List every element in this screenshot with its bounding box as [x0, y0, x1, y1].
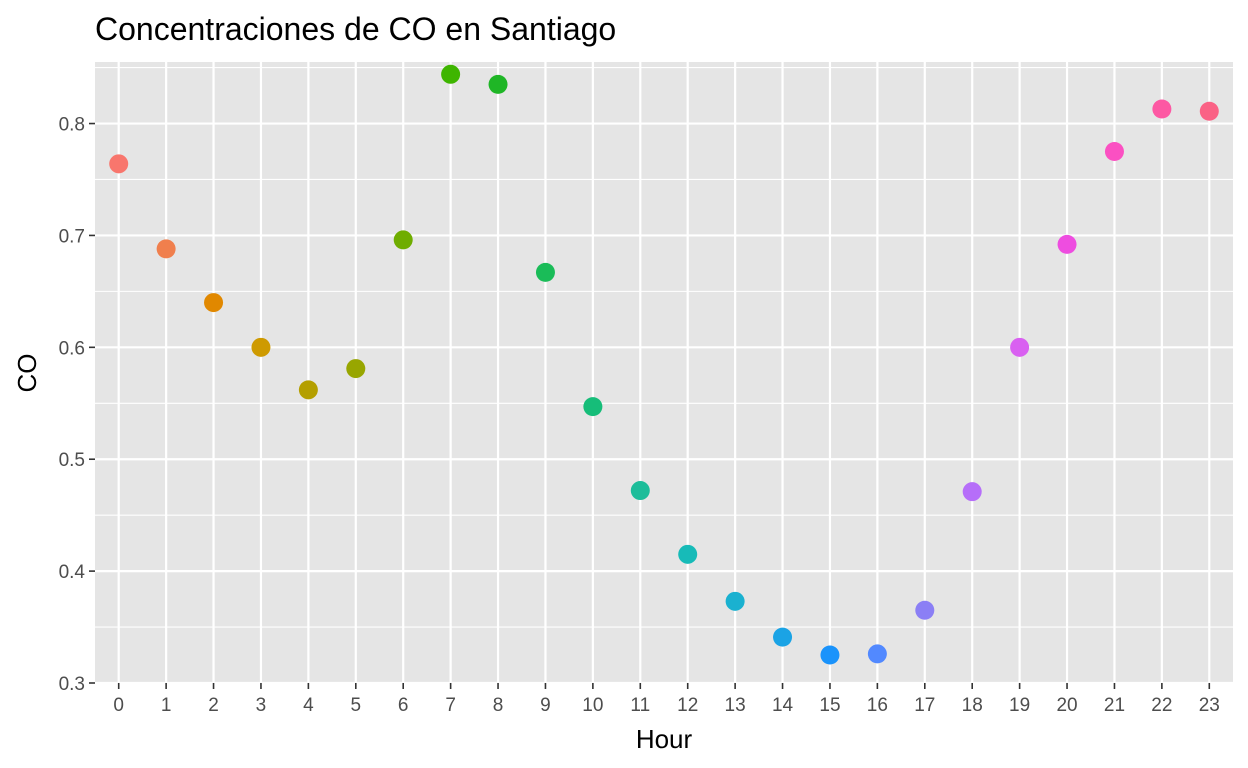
data-point — [725, 591, 745, 611]
y-tick-label: 0.7 — [59, 226, 85, 247]
minor-gridlines — [95, 67, 1233, 628]
x-tick-label: 6 — [398, 695, 409, 716]
y-tick-label: 0.4 — [59, 562, 86, 583]
data-point — [1104, 142, 1124, 162]
data-point — [678, 544, 698, 564]
x-tick-label: 20 — [1056, 695, 1077, 716]
x-tick-label: 9 — [540, 695, 551, 716]
data-point — [156, 239, 176, 259]
x-tick-label: 11 — [630, 695, 650, 716]
data-point — [915, 600, 935, 620]
x-tick-label: 13 — [725, 695, 746, 716]
x-tick-label: 17 — [914, 695, 935, 716]
data-point — [251, 337, 271, 357]
data-point — [298, 380, 318, 400]
x-tick-label: 0 — [113, 695, 124, 716]
x-tick-label: 10 — [582, 695, 603, 716]
x-tick-label: 21 — [1104, 695, 1125, 716]
x-tick-label: 12 — [677, 695, 698, 716]
y-tick-label: 0.5 — [59, 450, 85, 471]
chart-title: Concentraciones de CO en Santiago — [95, 11, 616, 47]
x-tick-label: 5 — [351, 695, 362, 716]
x-tick-label: 3 — [256, 695, 267, 716]
x-tick-label: 23 — [1199, 695, 1220, 716]
data-point — [630, 481, 650, 501]
x-tick-label: 7 — [445, 695, 456, 716]
y-axis-title: CO — [12, 354, 42, 393]
data-point — [109, 154, 129, 174]
x-tick-label: 18 — [962, 695, 983, 716]
data-point — [204, 293, 224, 313]
x-tick-label: 19 — [1009, 695, 1030, 716]
x-tick-label: 16 — [867, 695, 888, 716]
x-axis: 0 1 2 3 4 5 6 7 8 9 10 11 12 13 14 15 16 17 18 19 20 21 22 23 — [113, 683, 1220, 716]
x-tick-label: 22 — [1151, 695, 1172, 716]
data-point — [488, 74, 508, 94]
data-point — [583, 397, 603, 417]
data-points — [109, 64, 1219, 665]
y-tick-label: 0.3 — [59, 674, 85, 695]
data-point — [1010, 337, 1030, 357]
data-point — [393, 230, 413, 250]
data-point — [535, 262, 555, 282]
data-point — [1152, 99, 1172, 119]
x-tick-label: 8 — [493, 695, 504, 716]
data-point — [1199, 101, 1219, 121]
x-tick-label: 4 — [303, 695, 314, 716]
y-tick-label: 0.8 — [59, 115, 85, 136]
data-point — [820, 645, 840, 665]
x-tick-label: 15 — [819, 695, 840, 716]
y-tick-label: 0.6 — [59, 338, 85, 359]
data-point — [773, 627, 793, 647]
data-point — [867, 644, 887, 664]
x-tick-label: 14 — [772, 695, 794, 716]
data-point — [1057, 234, 1077, 254]
plot-panel — [95, 62, 1233, 683]
y-axis: 0.3 0.4 0.5 0.6 0.7 0.8 — [59, 115, 95, 695]
data-point — [346, 359, 366, 379]
data-point — [962, 482, 982, 502]
x-axis-title: Hour — [636, 724, 693, 754]
x-tick-label: 2 — [208, 695, 219, 716]
data-point — [441, 64, 461, 84]
x-tick-label: 1 — [161, 695, 172, 716]
